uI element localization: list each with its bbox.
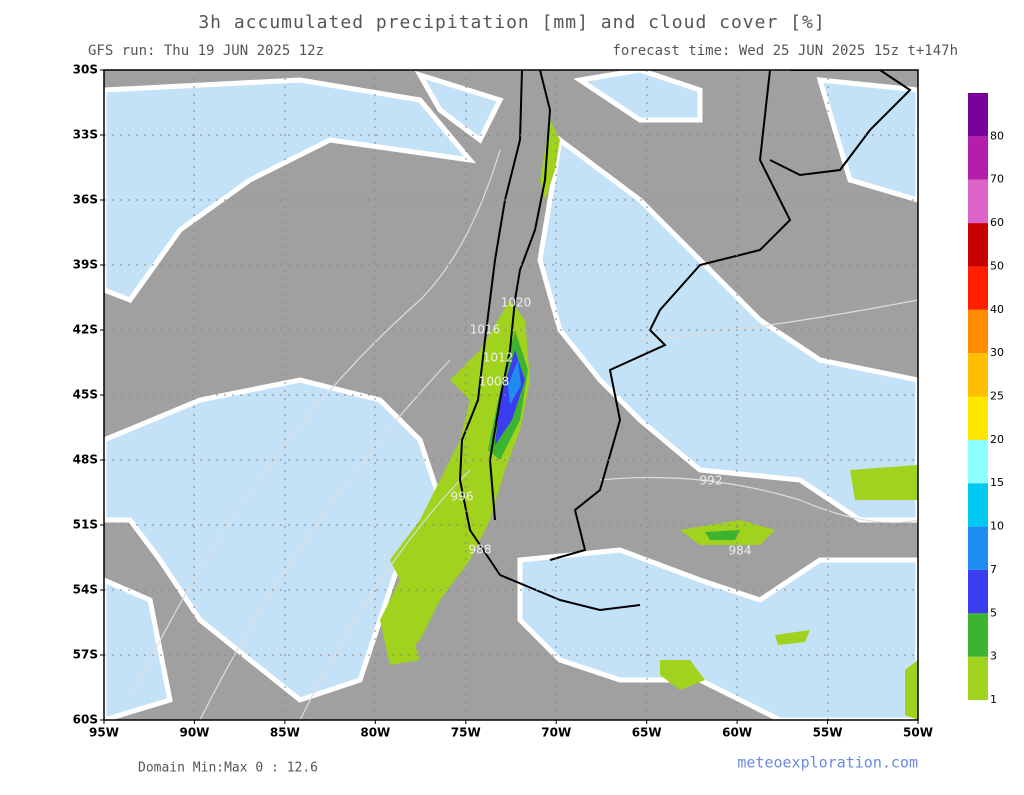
colorbar-segment	[968, 136, 988, 180]
colorbar: 1 3 5 7 10 15 20 25 30 40 50 60 70 80	[968, 93, 1004, 706]
run-info: GFS run: Thu 19 JUN 2025 12z	[88, 43, 324, 59]
domain-minmax: Domain Min:Max 0 : 12.6	[138, 761, 318, 776]
colorbar-label: 30	[990, 346, 1004, 359]
isobar-label: 988	[469, 543, 492, 557]
colorbar-label: 80	[990, 129, 1004, 142]
colorbar-label: 7	[990, 563, 997, 576]
lon-label: 55W	[813, 726, 843, 740]
lon-label: 65W	[632, 726, 662, 740]
colorbar-segment	[968, 93, 988, 137]
isobar-label: 996	[451, 490, 474, 504]
colorbar-label: 5	[990, 606, 997, 619]
lon-label: 85W	[270, 726, 300, 740]
colorbar-label: 40	[990, 303, 1004, 316]
lon-label: 95W	[89, 726, 119, 740]
lon-label: 60W	[722, 726, 752, 740]
colorbar-segment	[968, 526, 988, 570]
colorbar-segment	[968, 179, 988, 224]
colorbar-label: 10	[990, 520, 1004, 533]
colorbar-segment	[968, 223, 988, 267]
lat-label: 54S	[73, 583, 98, 597]
lon-label: 50W	[903, 726, 933, 740]
lat-label: 45S	[73, 388, 98, 402]
coastlines	[458, 70, 912, 612]
colorbar-label: 20	[990, 433, 1004, 446]
colorbar-label: 1	[990, 693, 997, 706]
isobar-label: 984	[729, 544, 752, 558]
isobars	[129, 149, 918, 720]
credit[interactable]: meteoexploration.com	[737, 754, 918, 772]
colorbar-segment	[968, 656, 988, 700]
lat-label: 57S	[73, 648, 98, 662]
colorbar-segment	[968, 483, 988, 527]
lon-label: 90W	[179, 726, 209, 740]
lat-label: 39S	[73, 258, 98, 272]
isobar-label: 1016	[470, 323, 501, 337]
lat-label: 48S	[73, 453, 98, 467]
colorbar-label: 3	[990, 650, 997, 663]
lon-label: 80W	[360, 726, 390, 740]
colorbar-label: 70	[990, 173, 1004, 186]
colorbar-segment	[968, 266, 988, 310]
colorbar-segment	[968, 353, 988, 397]
colorbar-segment	[968, 439, 988, 484]
lat-label: 51S	[73, 518, 98, 532]
lat-label: 42S	[73, 323, 98, 337]
colorbar-segment	[968, 309, 988, 354]
colorbar-segment	[968, 569, 988, 614]
isobar-label: 1008	[479, 375, 510, 389]
lon-label: 75W	[451, 726, 481, 740]
clear-sky	[104, 70, 918, 720]
forecast-info: forecast time: Wed 25 JUN 2025 15z t+147…	[612, 43, 958, 59]
colorbar-label: 60	[990, 216, 1004, 229]
lat-label: 36S	[73, 193, 98, 207]
isobar-label: 1020	[501, 296, 532, 310]
colorbar-label: 50	[990, 259, 1004, 272]
lat-label: 33S	[73, 128, 98, 142]
lon-label: 70W	[541, 726, 571, 740]
lat-label: 60S	[73, 713, 98, 727]
colorbar-label: 15	[990, 476, 1004, 489]
isobar-label: 992	[700, 474, 723, 488]
title: 3h accumulated precipitation [mm] and cl…	[198, 12, 825, 33]
colorbar-segment	[968, 613, 988, 657]
colorbar-segment	[968, 396, 988, 440]
lat-label: 30S	[73, 63, 98, 77]
isobar-label: 1012	[483, 351, 514, 365]
map-area: 1020 1016 1012 1008 996 992 988 984	[103, 69, 919, 721]
colorbar-label: 25	[990, 390, 1004, 403]
